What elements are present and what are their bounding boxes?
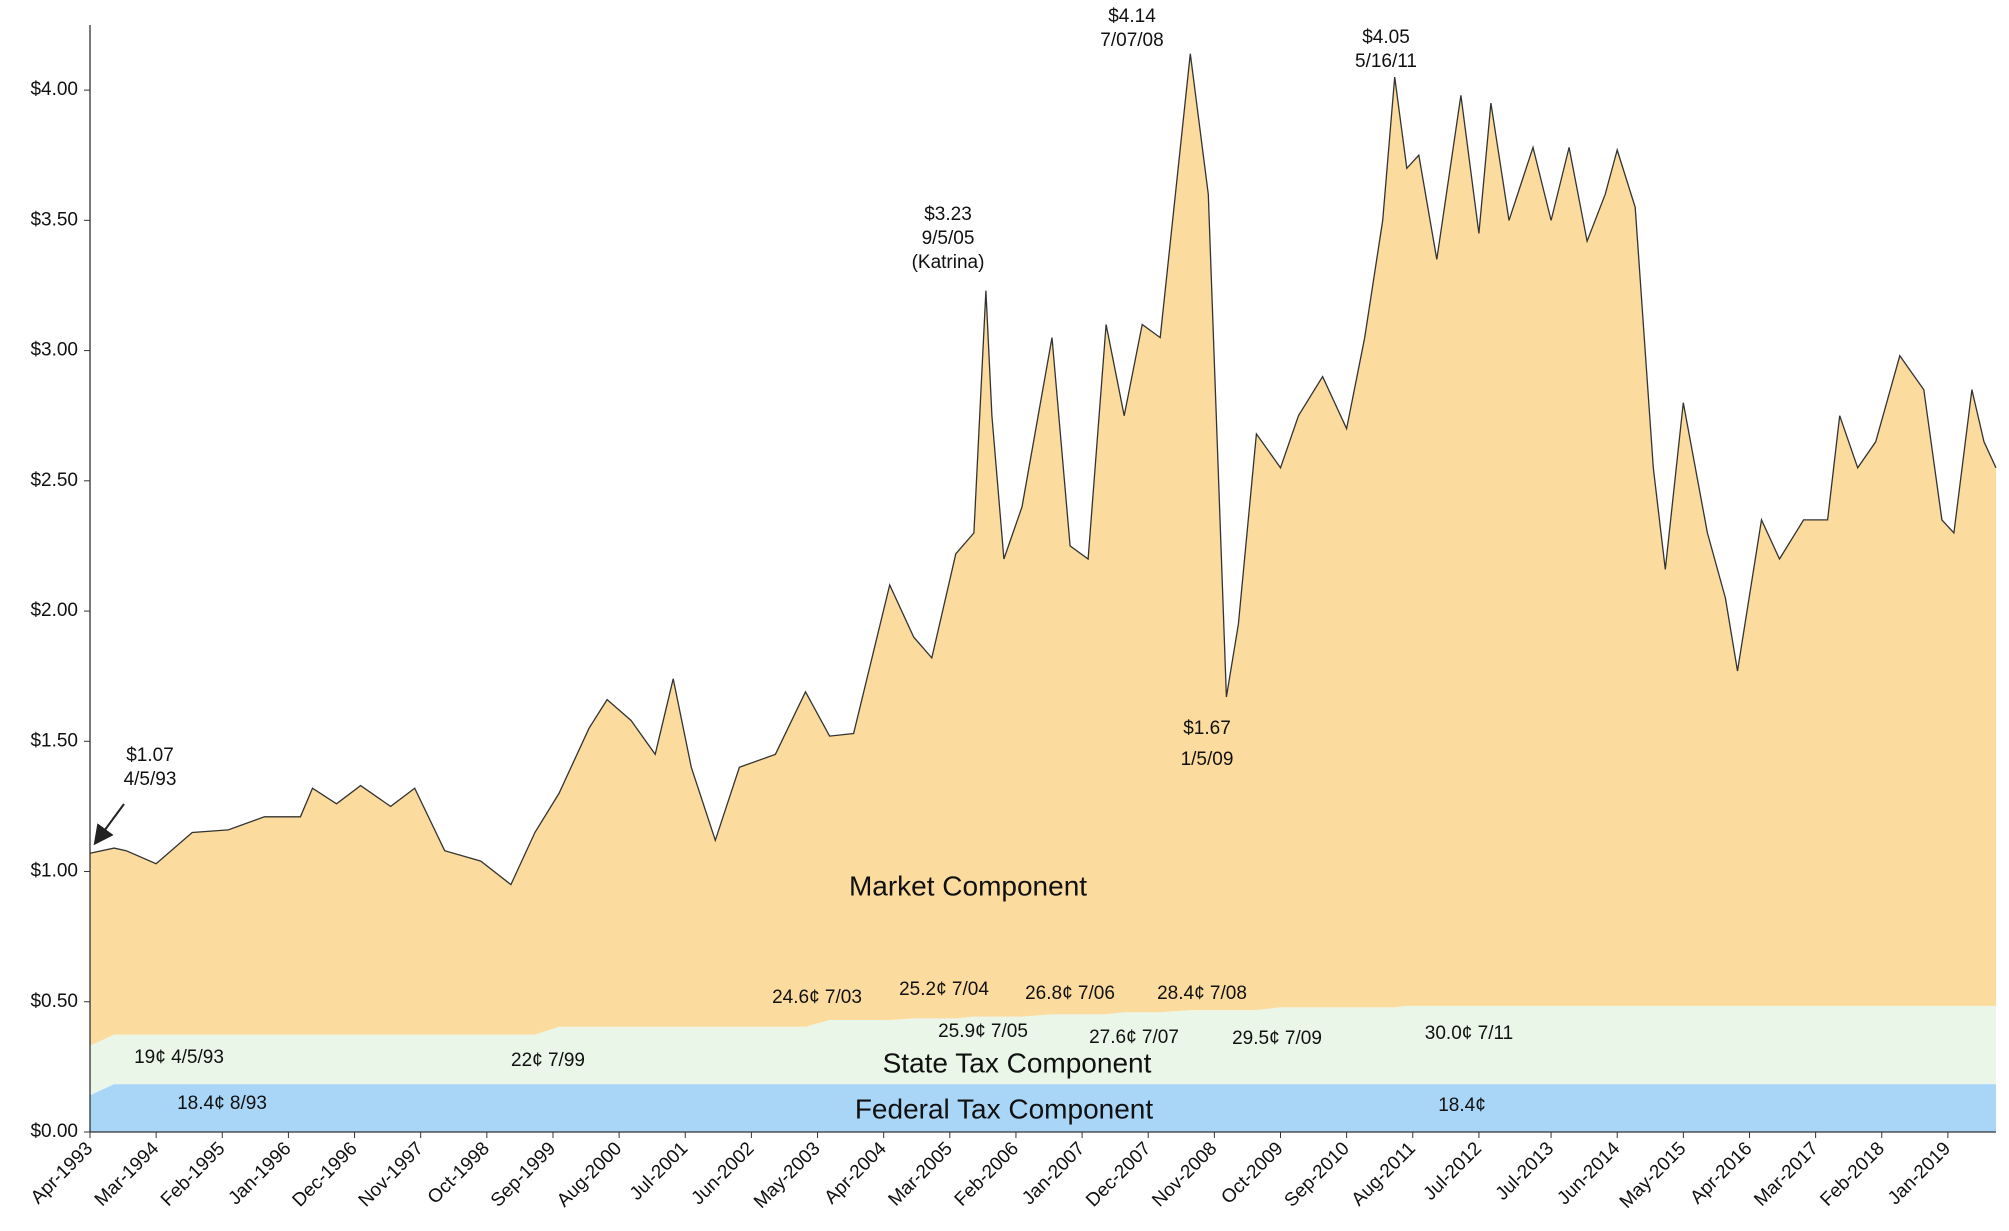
annotation: 25.2¢ 7/04 [899, 979, 989, 1000]
y-tick-label: $2.50 [30, 470, 78, 491]
y-tick-label: $4.00 [30, 79, 78, 100]
areas [89, 53, 1997, 1132]
annotation: 28.4¢ 7/08 [1157, 983, 1247, 1004]
y-tick-label: $1.00 [30, 861, 78, 882]
annotation: $3.23 [924, 204, 972, 225]
annotation: 1/5/09 [1181, 749, 1234, 770]
x-tick-label: Apr-1993 [27, 1138, 97, 1208]
annotation: 5/16/11 [1355, 51, 1417, 72]
y-tick-label: $3.00 [30, 340, 78, 361]
x-tick-label: May-2003 [750, 1138, 825, 1213]
x-tick-label: Jul-2012 [1420, 1138, 1486, 1204]
x-tick-label: Nov-1997 [355, 1138, 428, 1211]
annotation: 7/07/08 [1100, 30, 1163, 51]
annotation: $4.05 [1362, 27, 1410, 48]
annotation: 19¢ 4/5/93 [134, 1047, 224, 1068]
x-tick-label: Mar-2005 [885, 1138, 957, 1210]
x-tick-label: Oct-2009 [1217, 1138, 1287, 1208]
annotation: 18.4¢ [1438, 1095, 1486, 1116]
y-tick-label: $0.00 [30, 1121, 78, 1142]
x-tick-label: Jun-2014 [1553, 1138, 1624, 1209]
x-tick-label: Apr-2016 [1686, 1138, 1756, 1208]
area [90, 53, 1996, 1046]
x-tick-label: Jul-2001 [626, 1138, 692, 1204]
x-tick-label: Dec-2007 [1082, 1138, 1155, 1211]
x-tick-label: Feb-1995 [157, 1138, 229, 1210]
annotation: 27.6¢ 7/07 [1089, 1027, 1179, 1048]
annotation: 24.6¢ 7/03 [772, 987, 862, 1008]
annotation: $1.67 [1183, 718, 1231, 739]
area [90, 1084, 1996, 1132]
x-tick-label: Sep-1999 [487, 1138, 560, 1211]
x-tick-label: Feb-2006 [951, 1138, 1023, 1210]
annotation: 26.8¢ 7/06 [1025, 983, 1115, 1004]
annotation: 4/5/93 [124, 769, 177, 790]
annotation: 18.4¢ 8/93 [177, 1093, 267, 1114]
series-label: Market Component [849, 870, 1087, 901]
series-label: Federal Tax Component [855, 1093, 1154, 1124]
x-tick-label: Mar-2017 [1750, 1138, 1822, 1210]
x-tick-label: Nov-2008 [1148, 1138, 1221, 1211]
x-tick-label: Jul-2013 [1492, 1138, 1558, 1204]
x-tick-label: Feb-2018 [1816, 1138, 1888, 1210]
annotation: 25.9¢ 7/05 [938, 1021, 1028, 1042]
x-tick-label: Dec-1996 [289, 1138, 362, 1211]
area [90, 1005, 1996, 1096]
x-tick-label: Jan-1996 [225, 1138, 296, 1209]
x-tick-label: May-2015 [1616, 1138, 1691, 1213]
price-line [89, 53, 1997, 886]
annotation: 9/5/05 [922, 228, 975, 249]
annotation: (Katrina) [912, 252, 985, 273]
x-tick-label: Sep-2010 [1281, 1138, 1354, 1211]
x-tick-label: Aug-2011 [1348, 1138, 1420, 1210]
x-tick-label: Oct-1998 [424, 1138, 494, 1208]
series-label: State Tax Component [883, 1047, 1152, 1078]
arrow [93, 803, 125, 846]
x-tick-label: Apr-2004 [821, 1138, 891, 1208]
labels: Federal Tax Component State Tax Component… [124, 6, 1514, 1124]
annotation: $1.07 [126, 745, 174, 766]
annotation: 29.5¢ 7/09 [1232, 1028, 1322, 1049]
y-tick-label: $3.50 [30, 209, 78, 230]
x-tick-label: Mar-1994 [91, 1138, 164, 1211]
x-tick-label: Aug-2000 [553, 1138, 626, 1211]
y-tick-label: $1.50 [30, 730, 78, 751]
y-tick-label: $2.00 [30, 600, 78, 621]
x-tick-label: Jan-2019 [1884, 1138, 1955, 1209]
annotation: $4.14 [1108, 6, 1156, 27]
annotation: 22¢ 7/99 [511, 1050, 585, 1071]
y-tick-label: $0.50 [30, 991, 78, 1012]
annotation: 30.0¢ 7/11 [1425, 1023, 1513, 1044]
x-tick-label: Jun-2002 [688, 1138, 759, 1209]
x-tick-label: Jan-2007 [1018, 1138, 1089, 1209]
